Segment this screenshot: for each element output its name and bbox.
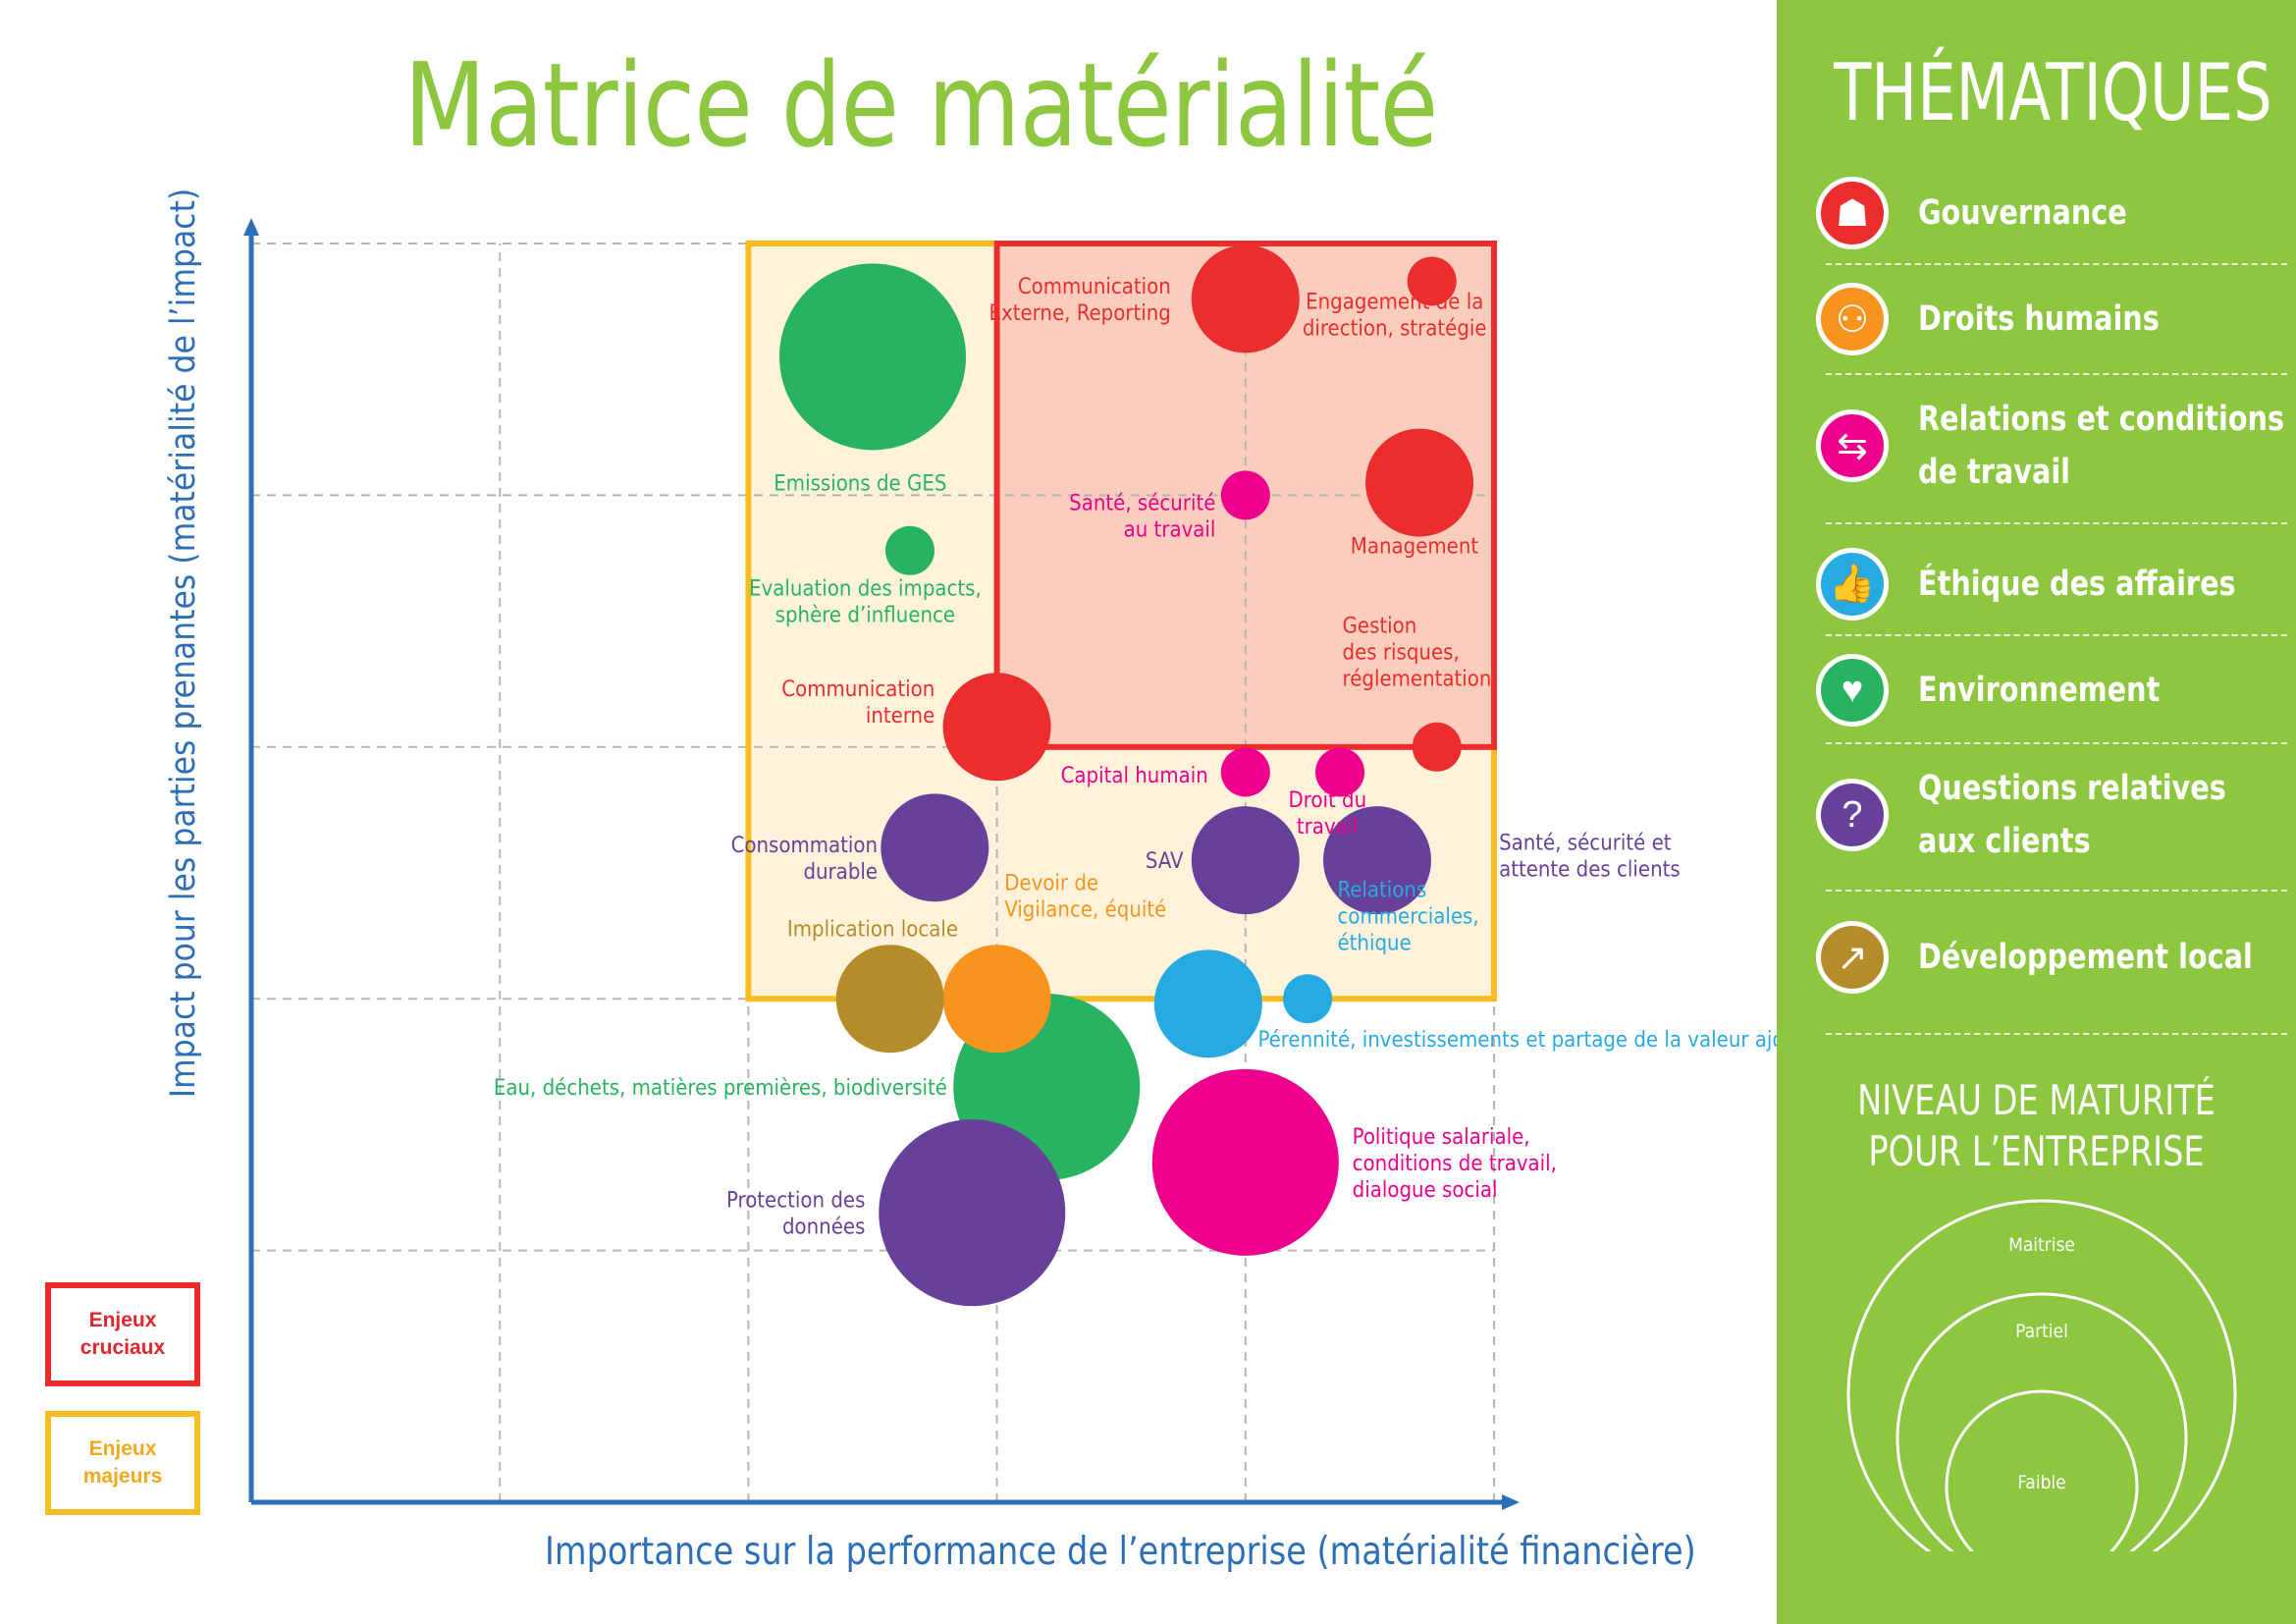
thumbs-up-icon: 👍: [1816, 548, 1889, 621]
label-communication-externe-reporting: Communication Externe, Reporting: [989, 275, 1171, 326]
label-relations-commerciales-ethique: Relations commerciales, éthique: [1337, 879, 1478, 956]
maturity-title: NIVEAU DE MATURITÉ POUR L’ENTREPRISE: [1829, 1075, 2244, 1177]
label-perennite-investissements-et-partage-de-la-valeur-ajoutee: Pérennité, investissements et partage de…: [1257, 1028, 1777, 1053]
bubble-implication-locale: [835, 945, 944, 1054]
bubble-protection-des-donnees: [879, 1119, 1066, 1307]
y-axis-label: Impact pour les parties prenantes (matér…: [164, 188, 203, 1099]
bubble-consommation-durable: [881, 793, 989, 902]
theme-item: ⚇ Droits humains: [1816, 283, 2277, 355]
theme-item: ♥ Environnement: [1816, 654, 2277, 727]
bubble-communication-interne: [942, 673, 1051, 782]
handshake-people-icon: ⇆: [1816, 409, 1889, 483]
maturity-size-legend: Maitrise Partiel Faible: [1846, 1199, 2237, 1551]
bubble-sante-securite-au-travail: [1220, 470, 1270, 520]
legend-enjeux-cruciaux: Enjeux cruciaux: [45, 1282, 200, 1386]
maturity-label-partiel: Partiel: [2015, 1321, 2068, 1342]
growth-chart-icon: ↗: [1816, 921, 1889, 994]
bubble-devoir-de-vigilance-equite: [942, 945, 1051, 1054]
label-evaluation-des-impacts-sphere-d-influence: Evaluation des impacts, sphère d’influenc…: [749, 577, 982, 628]
bubble-droit-du-travail: [1315, 747, 1365, 797]
page-title: Matrice de matérialité: [403, 37, 1439, 173]
theme-item: ↗ Développement local: [1816, 921, 2277, 994]
maturity-title-line-1: NIVEAU DE MATURITÉ: [1857, 1076, 2216, 1124]
label-engagement-de-la-direction-strategie: Engagement de la direction, stratégie: [1303, 290, 1487, 341]
theme-label: Droits humains: [1918, 298, 2160, 339]
bubble-emissions-de-ges: [779, 263, 966, 451]
bubble-perennite-investissements-et-partage-de-la-valeur-ajoutee: [1283, 974, 1333, 1024]
label-eau-dechets-matieres-premieres-biodiversite: Eau, déchets, matières premières, biodiv…: [494, 1076, 947, 1101]
theme-item: ☗ Gouvernance: [1816, 177, 2277, 249]
x-axis-label: Importance sur la performance de l’entre…: [545, 1530, 1696, 1574]
label-management: Management: [1351, 535, 1479, 560]
label-communication-interne: Communication interne: [781, 677, 934, 729]
bubble-capital-humain: [1220, 747, 1270, 797]
label-sante-securite-et-attente-des-clients: Santé, sécurité et attente des clients: [1499, 832, 1681, 883]
label-sav: SAV: [1146, 849, 1184, 874]
bubble-management: [1365, 428, 1474, 537]
label-sante-securite-au-travail: Santé, sécurité au travail: [1069, 491, 1215, 542]
label-devoir-de-vigilance-equite: Devoir de Vigilance, équité: [1004, 872, 1166, 923]
maturity-label-maitrise: Maitrise: [2008, 1234, 2075, 1256]
maturity-circle-faible: [1945, 1389, 2139, 1551]
bubble-communication-externe-reporting: [1191, 244, 1300, 353]
bubble-politique-salariale-conditions-de-travail-dialogue-social: [1151, 1068, 1339, 1256]
theme-label: Environnement: [1918, 670, 2161, 710]
bubble-chart: Emissions de GES Communication Externe, Re…: [243, 218, 1777, 1510]
themes-panel: THÉMATIQUES ☗ Gouvernance ⚇ Droits humains ⇆…: [1777, 0, 2296, 1624]
bubble-gestion-des-risques-reglementation: [1412, 722, 1462, 772]
theme-separator: [1826, 890, 2287, 892]
theme-item: ? Questions relatives aux clients: [1816, 762, 2277, 869]
bubble-sav: [1191, 806, 1300, 915]
bubble-sante-securite-et-attente-des-clients: [1322, 806, 1431, 915]
label-capital-humain: Capital humain: [1061, 764, 1208, 788]
theme-item: ⇆ Relations et conditions de travail: [1816, 393, 2284, 500]
maturity-title-line-2: POUR L’ENTREPRISE: [1868, 1127, 2205, 1175]
label-droit-du-travail: Droit du travail: [1289, 788, 1367, 839]
question-bubble-icon: ?: [1816, 779, 1889, 852]
theme-label: Gouvernance: [1918, 192, 2127, 233]
theme-separator: [1826, 634, 2287, 636]
legend-enjeux-majeurs: Enjeux majeurs: [45, 1411, 200, 1515]
bubble-evaluation-des-impacts-sphere-d-influence: [884, 525, 934, 575]
bubble-engagement-de-la-direction-strategie: [1407, 256, 1457, 306]
theme-separator: [1826, 742, 2287, 744]
label-politique-salariale-conditions-de-travail-dialogue-social: Politique salariale, conditions de travai…: [1353, 1125, 1557, 1203]
theme-separator: [1826, 373, 2287, 375]
maturity-label-faible: Faible: [2017, 1472, 2065, 1493]
themes-panel-title: THÉMATIQUES: [1834, 47, 2272, 138]
enjeux-cruciaux-zone-border: [993, 241, 1497, 750]
theme-label: Relations et conditions de travail: [1918, 400, 2285, 493]
theme-separator: [1826, 263, 2287, 265]
label-gestion-des-risques-reglementation: Gestion des risques, réglementation: [1343, 614, 1492, 691]
heart-hands-icon: ♥: [1816, 654, 1889, 727]
theme-separator: [1826, 522, 2287, 524]
label-implication-locale: Implication locale: [787, 917, 958, 942]
theme-label: Développement local: [1918, 937, 2253, 977]
two-people-icon: ⚇: [1816, 283, 1889, 355]
maturity-circle-maitrise: [1846, 1199, 2237, 1551]
theme-label: Éthique des affaires: [1918, 564, 2236, 604]
bubble-relations-commerciales-ethique: [1153, 949, 1262, 1058]
theme-separator: [1826, 1033, 2287, 1035]
maturity-circle-partiel: [1896, 1292, 2188, 1551]
label-consommation-durable: Consommation durable: [731, 834, 879, 885]
y-axis-arrow: [243, 218, 259, 236]
people-table-icon: ☗: [1816, 177, 1889, 249]
label-protection-des-donnees: Protection des données: [726, 1189, 865, 1240]
legend-enjeux-majeurs-label: Enjeux majeurs: [82, 1436, 163, 1488]
legend-enjeux-cruciaux-label: Enjeux cruciaux: [80, 1308, 166, 1359]
theme-label: Questions relatives aux clients: [1918, 769, 2226, 862]
theme-item: 👍 Éthique des affaires: [1816, 548, 2277, 621]
x-axis-arrow: [1502, 1494, 1520, 1510]
label-emissions-de-ges: Emissions de GES: [774, 472, 946, 497]
